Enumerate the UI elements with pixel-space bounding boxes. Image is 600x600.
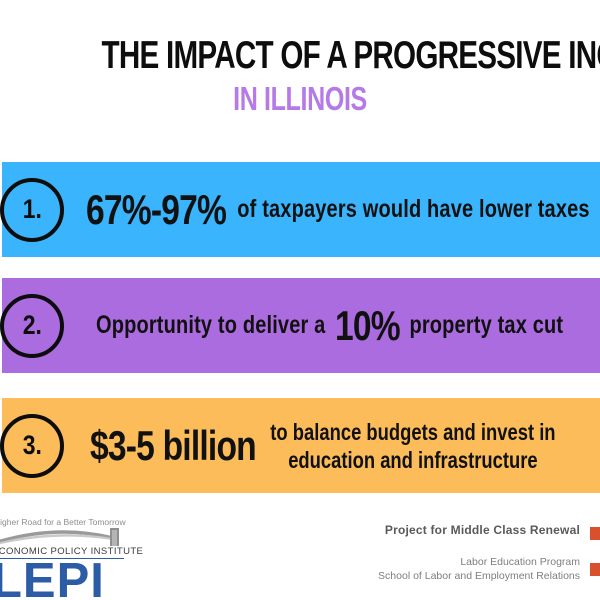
stat-bar-billions: 3. $3-5 billion to balance budgets and i… [0, 398, 600, 493]
stat-line-1: 67%-97% of taxpayers would have lower ta… [86, 186, 590, 234]
ilepi-logo: Higher Road for a Better Tomorrow ECONOM… [0, 517, 143, 600]
number-3-label: 3. [22, 430, 42, 460]
university-mark-fragment-top [590, 527, 600, 540]
stat-text-property: property tax cut [409, 311, 564, 339]
bridge-icon [0, 528, 119, 546]
stat-value-property: 10% [335, 301, 401, 349]
stat-text-taxpayers: of taxpayers would have lower taxes [237, 195, 590, 223]
stat-text-billions-line2: education and infrastructure [288, 446, 538, 473]
stat-bar-lower-taxes: 1. 67%-97% of taxpayers would have lower… [0, 162, 600, 257]
stat-text-billions: to balance budgets and invest in educati… [270, 418, 555, 474]
university-mark-fragment-bottom [590, 563, 600, 576]
ilepi-tagline: Higher Road for a Better Tomorrow [0, 517, 126, 527]
credit-dept-wrap: Labor Education Program School of Labor … [378, 555, 580, 583]
stat-lead-property: Opportunity to deliver a [96, 311, 326, 339]
ilepi-org-name: ECONOMIC POLICY INSTITUTE [0, 546, 143, 559]
number-1-label: 1. [22, 194, 42, 224]
number-circle-1: 1. [0, 177, 64, 242]
stat-value-taxpayers: 67%-97% [86, 185, 227, 233]
stat-bar-property-tax: 2. Opportunity to deliver a 10% property… [0, 278, 600, 373]
stat-line-2: Opportunity to deliver a 10% property ta… [96, 302, 563, 350]
number-2-label: 2. [22, 310, 42, 340]
stat-line-3: $3-5 billion to balance budgets and inve… [90, 418, 556, 474]
stat-text-billions-line1: to balance budgets and invest in [270, 418, 556, 445]
number-circle-3: 3. [0, 413, 64, 478]
stat-value-billions: $3-5 billion [90, 421, 257, 469]
credit-dept-line2: School of Labor and Employment Relations [378, 570, 580, 582]
credit-program: Project for Middle Class Renewal [384, 523, 580, 537]
title-row: THE IMPACT OF A PROGRESSIVE INCOME TAX [0, 34, 600, 78]
credit-dept-line1: Labor Education Program [460, 556, 580, 568]
ilepi-acronym: LEPI [0, 554, 105, 600]
credits-block: Project for Middle Class Renewal Labor E… [378, 523, 580, 583]
page-title: THE IMPACT OF A PROGRESSIVE INCOME TAX [101, 34, 600, 77]
number-circle-2: 2. [0, 293, 64, 358]
subtitle-row: IN ILLINOIS [0, 80, 600, 118]
page-subtitle: IN ILLINOIS [233, 80, 367, 117]
